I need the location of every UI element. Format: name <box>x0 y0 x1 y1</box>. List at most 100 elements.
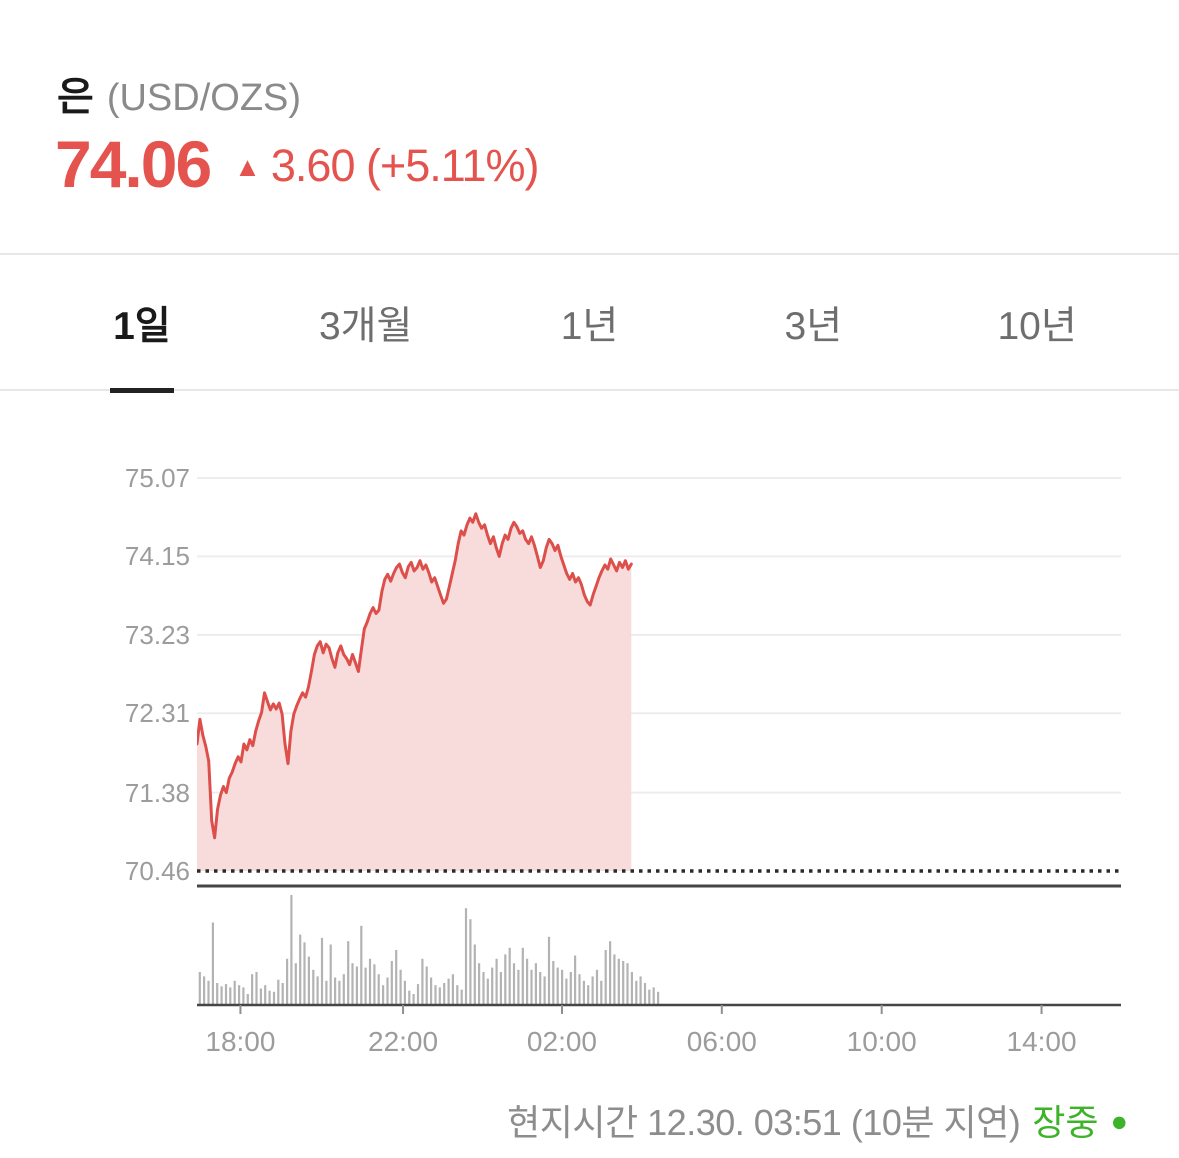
volume-bar <box>259 988 262 1005</box>
volume-bar <box>504 954 507 1005</box>
volume-bar <box>246 994 249 1005</box>
volume-bar <box>569 972 572 1005</box>
price-area-fill <box>197 513 632 871</box>
header-divider <box>0 253 1179 255</box>
volume-bar <box>355 966 358 1005</box>
tab-3months[interactable]: 3개월 <box>318 305 413 348</box>
volume-bar <box>434 985 437 1005</box>
y-axis-label: 74.15 <box>124 541 190 572</box>
tab-10years[interactable]: 10년 <box>997 305 1077 348</box>
volume-bar <box>552 961 555 1005</box>
volume-bar <box>521 947 524 1005</box>
price-chart-svg[interactable] <box>197 440 1121 1070</box>
volume-bar <box>268 990 271 1005</box>
volume-bar <box>425 966 428 1005</box>
volume-bar <box>255 972 258 1005</box>
volume-bar <box>281 983 284 1005</box>
volume-bar <box>486 978 489 1005</box>
price-line <box>197 512 633 840</box>
volume-bar <box>456 985 459 1005</box>
volume-bar <box>316 976 319 1005</box>
x-axis-label: 18:00 <box>205 1026 276 1057</box>
volume-bar <box>617 958 620 1005</box>
tab-3years[interactable]: 3년 <box>784 305 843 348</box>
tab-1day[interactable]: 1일 <box>30 255 254 393</box>
volume-bar <box>264 985 267 1005</box>
volume-bar <box>403 980 406 1005</box>
market-status-label: 장중 <box>1032 1102 1099 1143</box>
volume-bar <box>377 974 380 1005</box>
volume-bar <box>517 969 520 1005</box>
volume-bar <box>251 974 254 1005</box>
volume-bar <box>229 987 232 1005</box>
volume-bar <box>329 944 332 1005</box>
volume-bar <box>290 895 293 1005</box>
volume-bar <box>652 987 655 1005</box>
x-axis-label: 22:00 <box>368 1026 439 1057</box>
volume-bar <box>556 967 559 1005</box>
volume-bar <box>203 976 206 1005</box>
volume-bar <box>364 967 367 1005</box>
volume-bar <box>464 908 468 1005</box>
volume-bar <box>587 985 590 1005</box>
volume-bar <box>272 991 276 1005</box>
chart-footer: 현지시간 12.30. 03:51 (10분 지연) 장중 ● <box>0 1094 1128 1146</box>
volume-bar <box>395 950 398 1005</box>
volume-bar <box>207 980 210 1005</box>
volume-bar <box>639 976 642 1005</box>
volume-bar <box>408 990 411 1005</box>
volume-bar <box>547 936 551 1005</box>
instrument-unit: (USD/OZS) <box>106 77 302 119</box>
volume-bar <box>526 958 529 1005</box>
volume-bar <box>416 984 420 1005</box>
local-time-label: 현지시간 12.30. 03:51 (10분 지연) <box>507 1102 1021 1143</box>
volume-bar <box>303 942 306 1005</box>
volume-bar <box>561 969 564 1005</box>
volume-bar <box>342 974 345 1005</box>
volume-bar <box>534 963 537 1005</box>
volume-bar <box>412 994 415 1005</box>
volume-bar <box>320 937 324 1005</box>
up-arrow-icon: ▲ <box>234 151 261 182</box>
price-change: 3.60 (+5.11%) <box>270 140 540 191</box>
volume-bar <box>312 969 315 1005</box>
volume-bar <box>242 987 245 1005</box>
volume-bar <box>591 976 594 1005</box>
volume-bar <box>286 958 289 1005</box>
volume-bar <box>390 961 393 1005</box>
volume-bar <box>482 972 485 1005</box>
volume-bar <box>530 969 533 1005</box>
instrument-header: 은 (USD/OZS) <box>57 64 301 122</box>
volume-bar <box>447 978 450 1005</box>
volume-bar <box>334 977 337 1005</box>
volume-bar <box>539 972 542 1005</box>
volume-bar <box>613 954 616 1005</box>
active-tab-underline <box>109 388 174 393</box>
volume-bar <box>543 976 546 1005</box>
volume-bar <box>430 977 433 1005</box>
volume-bar <box>648 989 651 1005</box>
volume-bar <box>421 958 424 1005</box>
volume-bar <box>578 974 581 1005</box>
x-axis-labels: 18:00 22:00 02:00 06:00 10:00 14:00 <box>197 1020 1121 1060</box>
volume-bar <box>604 950 607 1005</box>
volume-bar <box>233 980 236 1005</box>
period-tab-bar: 1일 3개월 1년 3년 10년 <box>0 255 1179 393</box>
volume-bar <box>224 984 228 1005</box>
volume-bar <box>626 963 629 1005</box>
volume-bar <box>443 983 446 1005</box>
volume-bar <box>495 958 498 1005</box>
volume-bar <box>220 986 223 1005</box>
volume-bar <box>438 987 441 1005</box>
y-axis-label: 70.46 <box>124 856 190 886</box>
volume-bar <box>600 980 603 1005</box>
volume-bar <box>622 961 625 1005</box>
volume-bar <box>630 972 633 1005</box>
price-row: 74.06 ▲ 3.60 (+5.11%) <box>55 126 540 202</box>
tab-1year[interactable]: 1년 <box>560 305 619 348</box>
y-axis-labels: 75.07 74.15 73.23 72.31 71.38 70.46 <box>0 440 190 900</box>
volume-bar <box>451 974 454 1005</box>
instrument-name: 은 <box>57 75 94 119</box>
volume-bar <box>238 985 241 1005</box>
